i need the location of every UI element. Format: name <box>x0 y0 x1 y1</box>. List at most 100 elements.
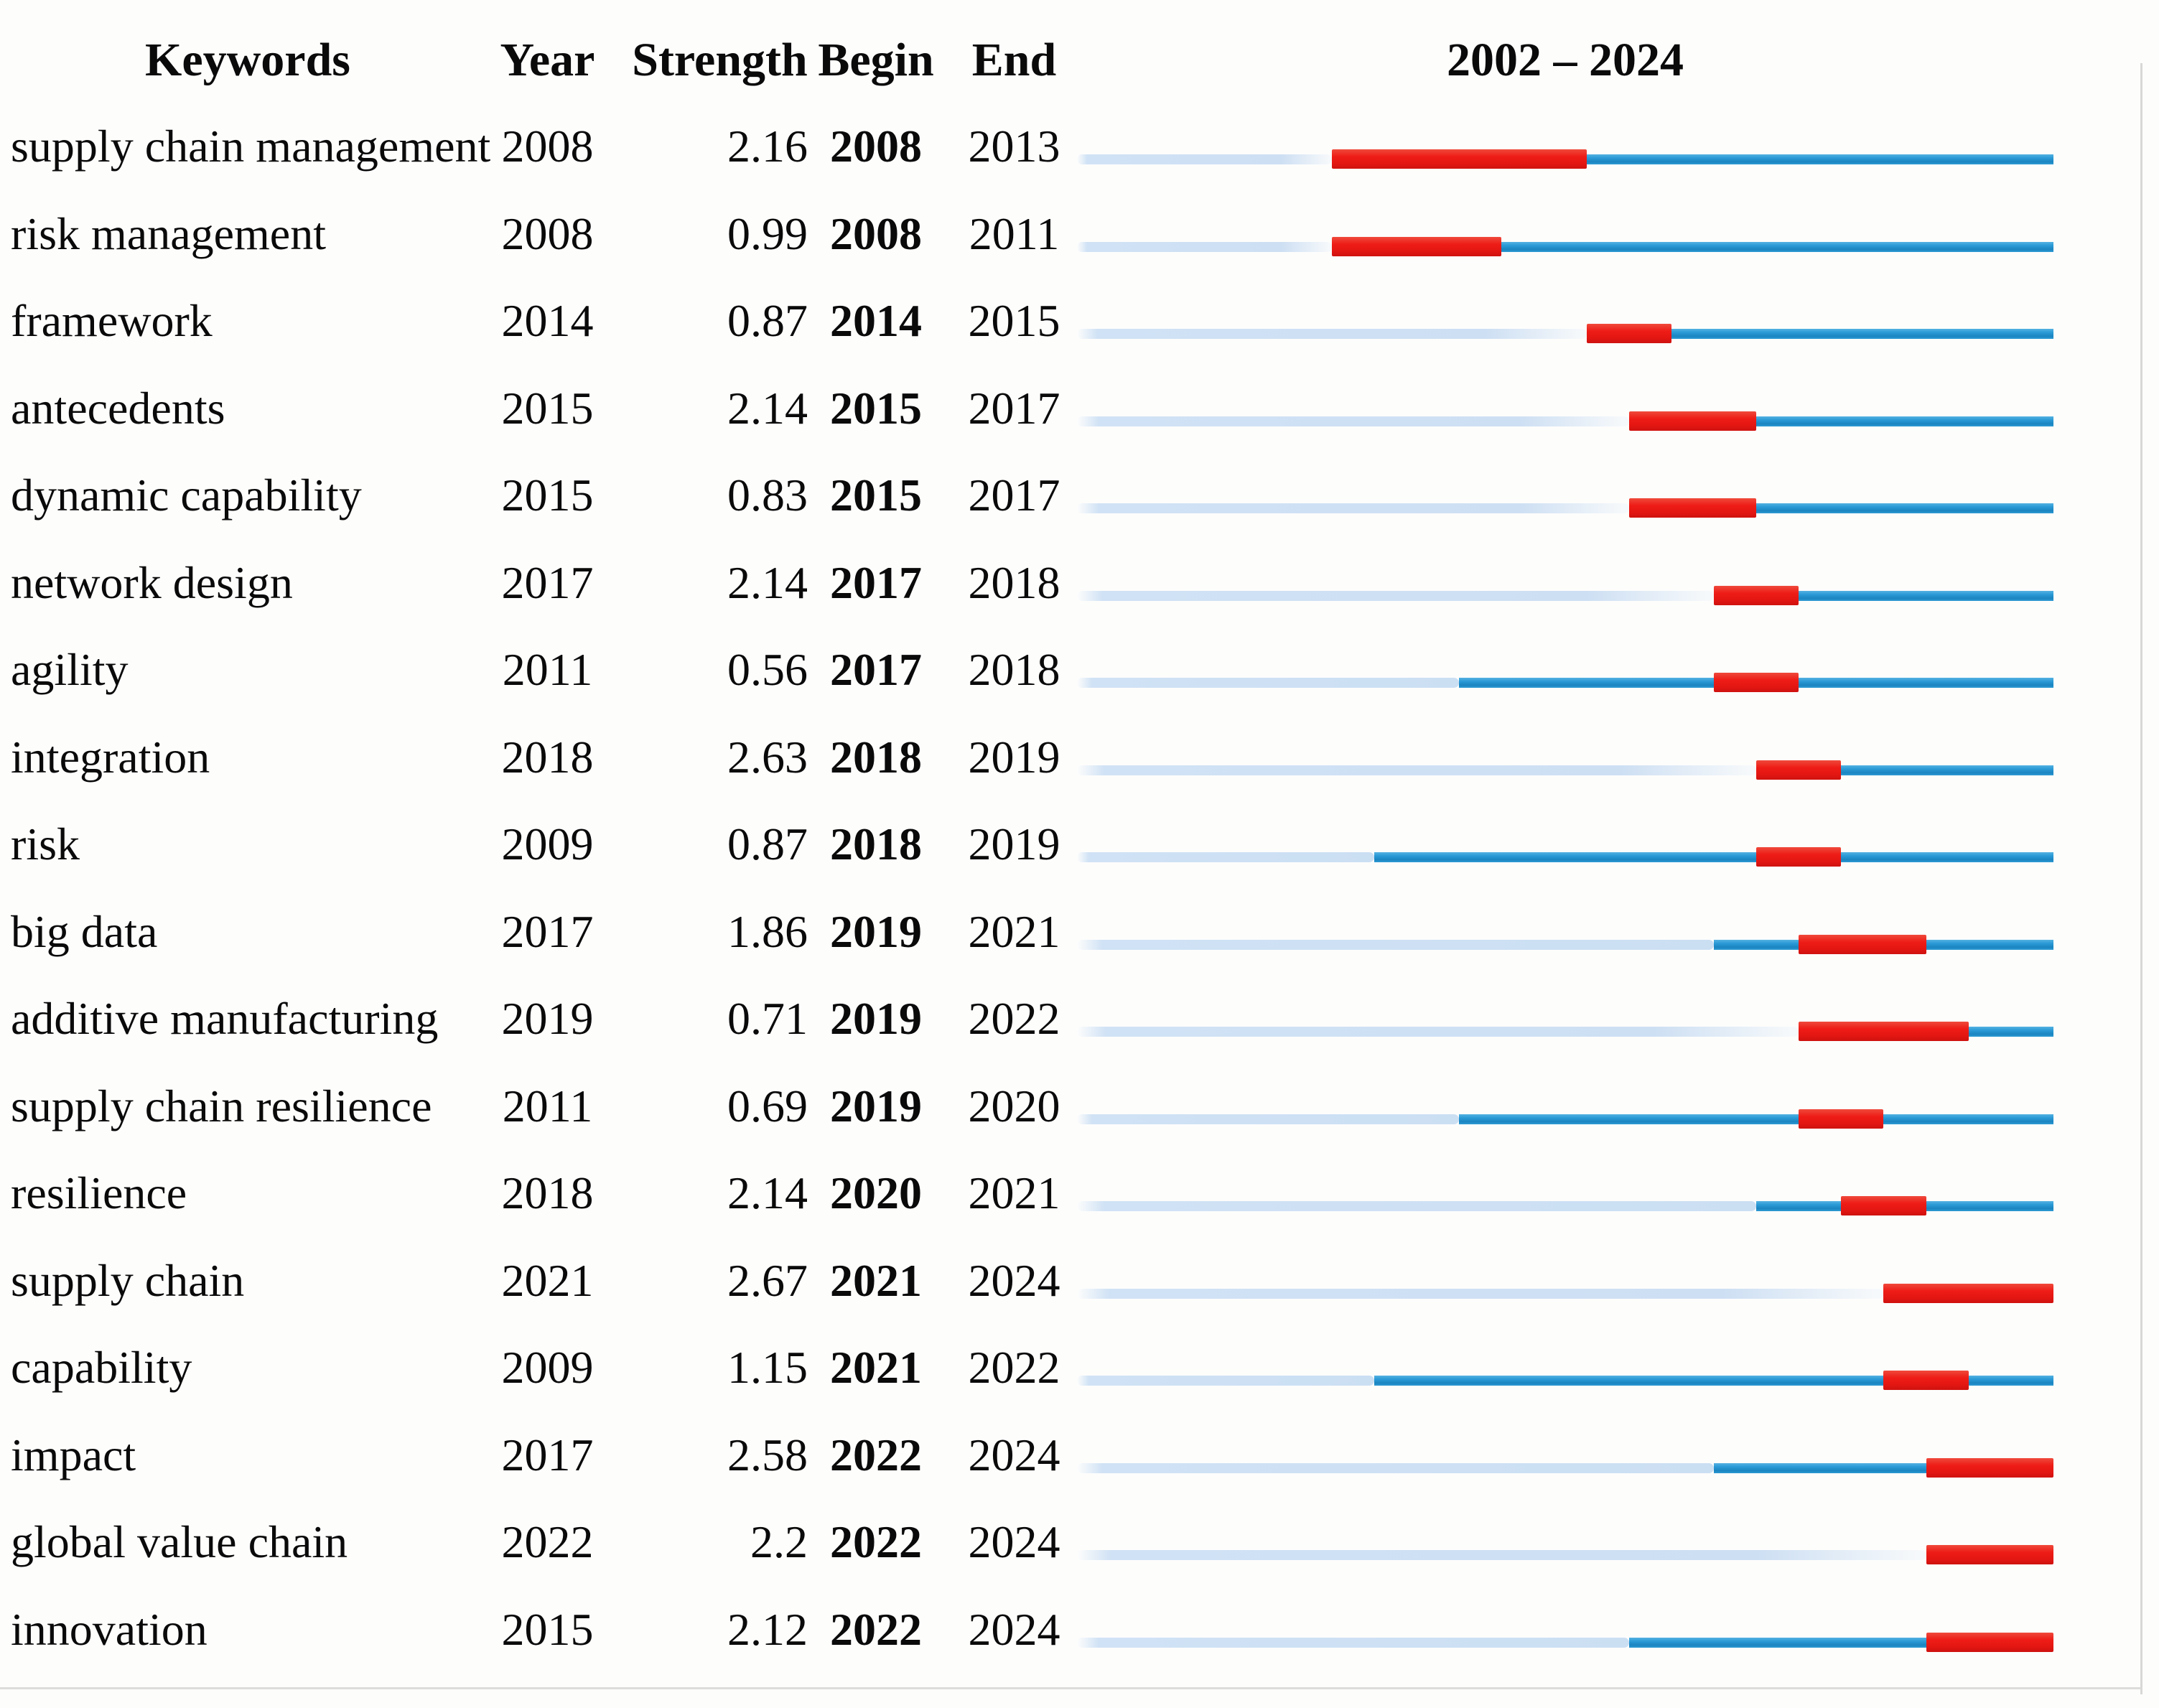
begin-value: 2022 <box>830 1603 922 1655</box>
active-period-segment <box>1628 1637 1926 1648</box>
pre-period-segment <box>1077 678 1460 688</box>
burst-timeline-bar <box>1077 760 2053 780</box>
burst-timeline-bar <box>1077 1109 2053 1129</box>
strength-value: 0.87 <box>727 818 808 869</box>
strength-value: 0.69 <box>727 1080 808 1131</box>
year-value: 2022 <box>501 1516 594 1567</box>
strength-value: 0.99 <box>727 207 808 259</box>
begin-value: 2014 <box>830 295 922 346</box>
post-burst-segment <box>1501 241 2053 252</box>
end-value: 2021 <box>968 905 1060 957</box>
burst-period-segment <box>1628 411 1757 431</box>
year-value: 2019 <box>501 993 594 1044</box>
end-value: 2024 <box>968 1516 1060 1567</box>
begin-value: 2018 <box>830 731 922 783</box>
column-header-begin: Begin <box>818 34 934 86</box>
burst-period-segment <box>1331 236 1502 256</box>
keyword-label: big data <box>11 905 158 957</box>
end-value: 2017 <box>968 470 1060 521</box>
year-value: 2014 <box>501 295 594 346</box>
active-period-segment <box>1374 852 1757 862</box>
column-header-end: End <box>971 34 1057 86</box>
pre-period-segment <box>1077 503 1629 513</box>
year-value: 2017 <box>501 905 594 957</box>
table-row: antecedents 2015 2.14 2015 2017 <box>0 365 2159 452</box>
keyword-label: supply chain resilience <box>11 1080 432 1131</box>
table-row: risk 2009 0.87 2018 2019 <box>0 801 2159 888</box>
active-period-segment <box>1756 1201 1842 1211</box>
active-period-segment <box>1459 1114 1799 1124</box>
table-row: capability 2009 1.15 2021 2022 <box>0 1324 2159 1411</box>
year-value: 2011 <box>502 1080 593 1131</box>
burst-timeline-bar <box>1077 1632 2053 1653</box>
keyword-label: integration <box>11 731 210 783</box>
begin-value: 2022 <box>830 1429 922 1480</box>
pre-period-segment <box>1077 1462 1714 1473</box>
post-burst-segment <box>1926 1201 2053 1211</box>
pre-period-segment <box>1077 1027 1799 1037</box>
burst-timeline-bar <box>1077 324 2053 344</box>
begin-value: 2017 <box>830 556 922 608</box>
pre-period-segment <box>1077 765 1757 775</box>
burst-timeline-bar <box>1077 1371 2053 1391</box>
post-burst-segment <box>1756 416 2053 426</box>
strength-value: 2.58 <box>727 1429 808 1480</box>
end-value: 2022 <box>968 1342 1060 1393</box>
burst-timeline-bar <box>1077 236 2053 257</box>
active-period-segment <box>1374 1376 1884 1386</box>
pre-period-segment <box>1077 1637 1629 1648</box>
begin-value: 2021 <box>830 1342 922 1393</box>
active-period-segment <box>1459 678 1714 688</box>
pre-period-segment <box>1077 154 1332 164</box>
strength-value: 2.63 <box>727 731 808 783</box>
burst-period-segment <box>1756 847 1842 867</box>
begin-value: 2022 <box>830 1516 922 1567</box>
strength-value: 0.83 <box>727 470 808 521</box>
end-value: 2024 <box>968 1603 1060 1655</box>
strength-value: 0.87 <box>727 295 808 346</box>
end-value: 2020 <box>968 1080 1060 1131</box>
begin-value: 2015 <box>830 470 922 521</box>
keyword-label: capability <box>11 1342 192 1393</box>
end-value: 2018 <box>968 556 1060 608</box>
begin-value: 2015 <box>830 382 922 434</box>
burst-period-segment <box>1841 1196 1926 1215</box>
year-value: 2018 <box>501 1167 594 1218</box>
keyword-label: innovation <box>11 1603 207 1655</box>
table-row: agility 2011 0.56 2017 2018 <box>0 626 2159 714</box>
burst-period-segment <box>1756 760 1842 780</box>
column-header-strength: Strength <box>632 34 808 86</box>
burst-period-segment <box>1926 1457 2053 1478</box>
keyword-label: supply chain management <box>11 121 491 172</box>
post-burst-segment <box>1671 329 2053 339</box>
burst-period-segment <box>1883 1371 1969 1390</box>
table-row: dynamic capability 2015 0.83 2015 2017 <box>0 452 2159 539</box>
post-burst-segment <box>1799 590 2053 601</box>
strength-value: 0.56 <box>727 644 808 695</box>
burst-timeline-bar <box>1077 1196 2053 1216</box>
keyword-label: risk management <box>11 207 326 259</box>
end-value: 2024 <box>968 1429 1060 1480</box>
begin-value: 2021 <box>830 1254 922 1306</box>
post-burst-segment <box>1883 1114 2053 1124</box>
table-row: additive manufacturing 2019 0.71 2019 20… <box>0 975 2159 1063</box>
burst-timeline-bar <box>1077 149 2053 169</box>
year-value: 2008 <box>501 121 594 172</box>
begin-value: 2019 <box>830 993 922 1044</box>
strength-value: 2.14 <box>727 1167 808 1218</box>
burst-timeline-bar <box>1077 1457 2053 1478</box>
keyword-label: additive manufacturing <box>11 993 439 1044</box>
keyword-label: network design <box>11 556 293 608</box>
table-row: risk management 2008 0.99 2008 2011 <box>0 190 2159 278</box>
year-value: 2015 <box>501 382 594 434</box>
strength-value: 2.2 <box>750 1516 808 1567</box>
year-value: 2015 <box>501 1603 594 1655</box>
burst-timeline-bar <box>1077 847 2053 867</box>
year-value: 2009 <box>501 818 594 869</box>
keyword-label: resilience <box>11 1167 187 1218</box>
year-value: 2017 <box>501 1429 594 1480</box>
pre-period-segment <box>1077 329 1587 339</box>
post-burst-segment <box>1586 154 2053 164</box>
begin-value: 2017 <box>830 644 922 695</box>
column-header-year: Year <box>500 34 595 86</box>
